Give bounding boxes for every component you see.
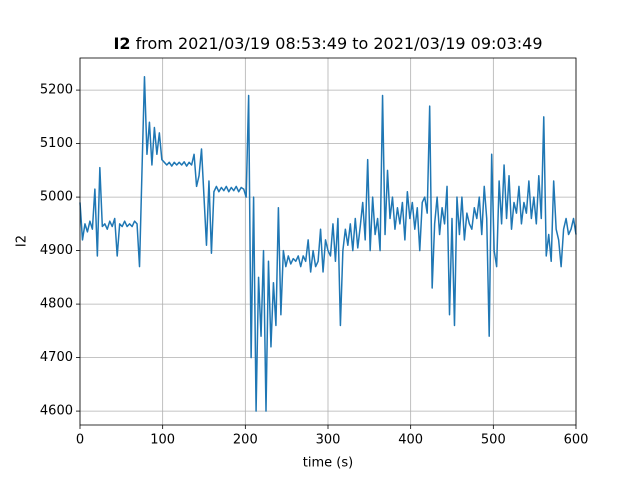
- x-tick-label: 200: [233, 433, 258, 448]
- y-tick-label: 5000: [40, 190, 73, 205]
- y-tick-label: 4900: [40, 243, 73, 258]
- x-tick-label: 100: [150, 433, 175, 448]
- x-tick-label: 300: [316, 433, 341, 448]
- y-axis-label: I2: [15, 235, 30, 247]
- y-tick-label: 4700: [40, 350, 73, 365]
- x-tick-label: 400: [398, 433, 423, 448]
- x-tick-label: 0: [76, 433, 84, 448]
- y-tick-label: 5100: [40, 136, 73, 151]
- data-line: [79, 75, 577, 412]
- plot-frame: [79, 57, 577, 426]
- x-tick-label: 500: [481, 433, 506, 448]
- y-tick-label: 5200: [40, 83, 73, 98]
- y-tick-label: 4800: [40, 297, 73, 312]
- y-tick-label: 4600: [40, 404, 73, 419]
- x-axis-label: time (s): [303, 456, 353, 471]
- chart-title: I2 from 2021/03/19 08:53:49 to 2021/03/1…: [113, 34, 542, 53]
- x-tick-label: 600: [564, 433, 589, 448]
- title-rest: from 2021/03/19 08:53:49 to 2021/03/19 0…: [136, 34, 543, 53]
- title-bold: I2: [113, 34, 130, 53]
